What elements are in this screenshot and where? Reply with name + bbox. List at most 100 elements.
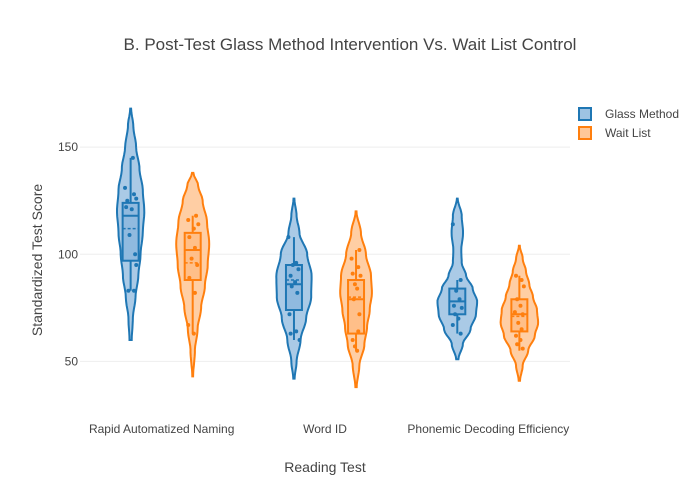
violin-wait-list [499, 244, 540, 382]
data-point [289, 284, 294, 289]
data-point [134, 196, 139, 201]
data-point [355, 348, 360, 353]
data-point [123, 185, 128, 190]
data-point [458, 331, 463, 336]
data-point [191, 226, 196, 231]
legend-swatch [578, 107, 592, 121]
data-point [451, 303, 456, 308]
data-point [186, 323, 191, 327]
data-point [125, 198, 130, 203]
box [347, 279, 366, 335]
data-point [131, 288, 136, 293]
data-point [349, 256, 354, 261]
data-point [126, 288, 131, 293]
data-point [192, 290, 197, 295]
data-point [518, 338, 523, 342]
data-point [186, 218, 191, 222]
data-point [459, 305, 464, 310]
data-point [131, 192, 136, 197]
data-point [187, 235, 192, 240]
data-point [357, 312, 362, 317]
data-point [296, 267, 301, 272]
data-point [450, 323, 455, 327]
data-point [187, 275, 192, 280]
legend: Glass Method Wait List [578, 107, 679, 140]
box [183, 231, 202, 282]
y-axis-ticks: 50 100 150 [58, 140, 78, 368]
violin-glass-method [116, 107, 146, 341]
data-point [194, 213, 199, 218]
data-point [129, 207, 134, 212]
y-tick-label: 150 [58, 140, 78, 154]
x-tick-label: Phonemic Decoding Efficiency [407, 422, 569, 436]
x-tick-label: Word ID [303, 422, 347, 436]
y-axis-title: Standardized Test Score [29, 184, 45, 336]
data-point [519, 327, 524, 332]
x-axis-ticks: Rapid Automatized Naming Word ID Phonemic … [89, 422, 569, 436]
x-tick-label: Rapid Automatized Naming [89, 422, 234, 436]
data-point [297, 338, 302, 342]
violin-wait-list [339, 210, 373, 389]
data-point [454, 288, 459, 293]
data-point [521, 284, 526, 289]
data-point [189, 256, 194, 261]
data-point [355, 286, 360, 291]
data-point [515, 342, 520, 347]
data-point [514, 273, 519, 278]
data-point [458, 278, 463, 282]
data-point [192, 245, 197, 250]
data-point [352, 282, 357, 287]
data-point [514, 333, 519, 338]
data-point [124, 205, 129, 210]
data-point [356, 265, 361, 270]
data-point [288, 331, 293, 336]
chart-title: B. Post-Test Glass Method Intervention V… [124, 35, 577, 54]
data-point [286, 235, 291, 240]
box [284, 264, 303, 311]
violin-glass-method [275, 197, 313, 380]
data-point [520, 346, 525, 351]
data-point [130, 155, 135, 160]
grid-layer [80, 146, 570, 362]
legend-label: Glass Method [605, 107, 679, 121]
violin-glass-method [436, 197, 479, 361]
data-point [295, 290, 300, 295]
data-point [133, 252, 138, 257]
data-point [293, 280, 298, 285]
y-tick-label: 100 [58, 247, 78, 261]
data-point [351, 297, 356, 302]
data-point [358, 273, 363, 278]
data-point [456, 316, 461, 321]
box [510, 298, 529, 333]
data-point [519, 278, 524, 282]
data-point [450, 222, 455, 227]
data-point [294, 329, 299, 334]
legend-label: Wait List [605, 126, 651, 140]
data-point [195, 263, 200, 267]
data-point [290, 263, 295, 267]
plot-area [116, 107, 540, 389]
data-point [515, 297, 520, 302]
data-point [288, 273, 293, 278]
violin-wait-list [175, 171, 211, 378]
x-axis-title: Reading Test [284, 459, 366, 475]
data-point [518, 303, 523, 308]
y-tick-label: 50 [65, 354, 79, 368]
data-point [350, 338, 355, 342]
data-point [127, 233, 132, 237]
data-point [357, 248, 362, 252]
data-point [512, 310, 517, 315]
data-point [196, 222, 201, 227]
legend-swatch [578, 126, 592, 140]
data-point [191, 331, 196, 336]
box [121, 201, 140, 262]
data-point [134, 263, 139, 267]
data-point [287, 312, 292, 317]
violin-body [436, 197, 479, 361]
data-point [356, 329, 361, 334]
data-point [520, 312, 525, 317]
data-point [352, 344, 357, 349]
data-point [516, 320, 521, 325]
data-point [294, 260, 299, 265]
